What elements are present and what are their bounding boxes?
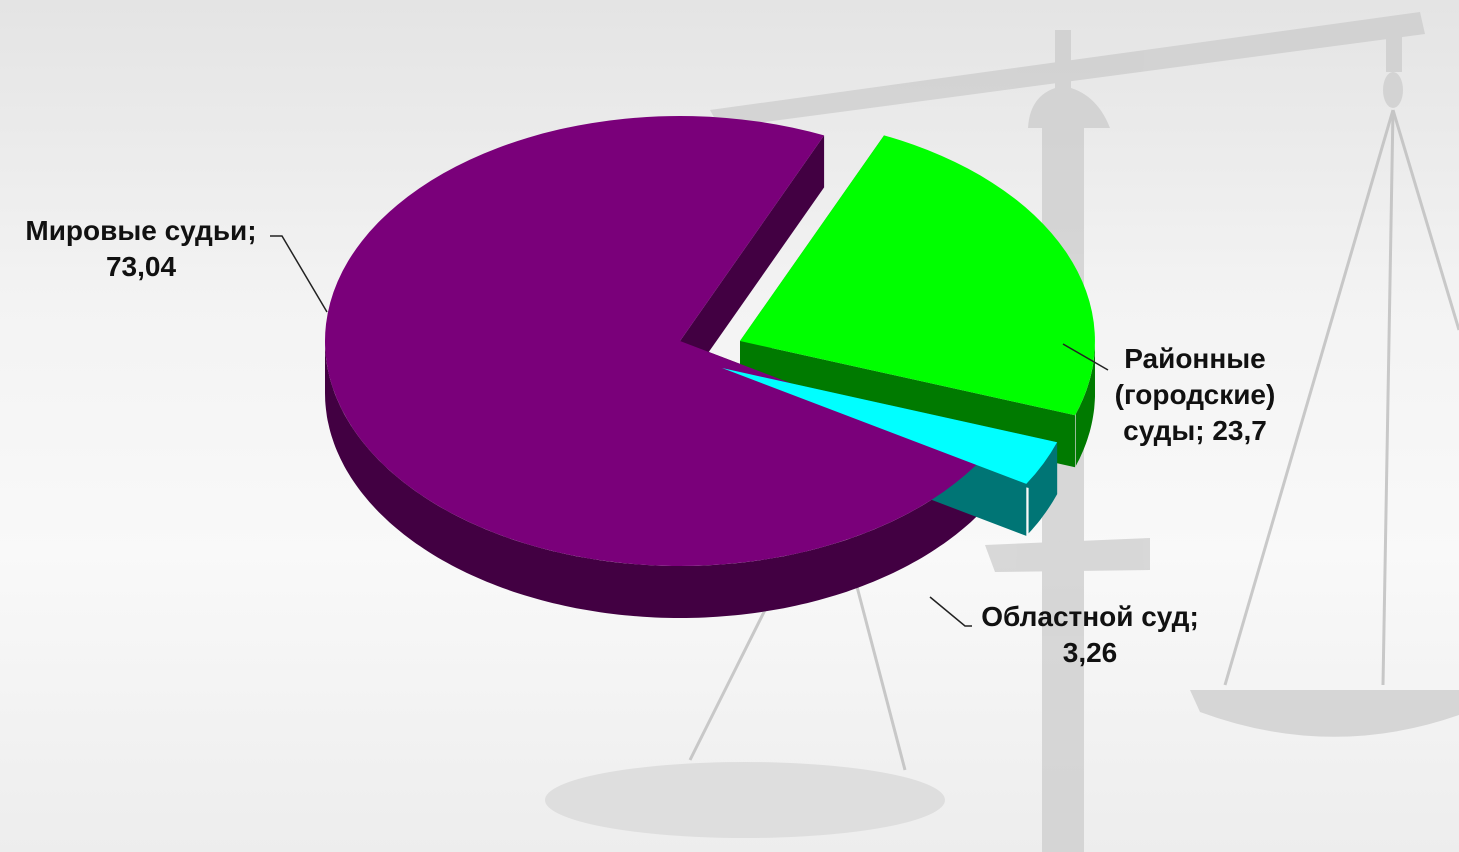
slice-1-outer-wall: [1075, 344, 1095, 466]
data-label-0-line-1: 73,04: [106, 251, 176, 282]
data-label-0-line-0: Мировые судьи;: [25, 215, 256, 246]
data-label-1-line-0: Районные: [1124, 343, 1266, 374]
slice-0-wall-end: [680, 135, 825, 393]
pie-3d: [324, 116, 1095, 618]
data-label-2-line-0: Областной суд;: [981, 601, 1199, 632]
leader-lines: [270, 235, 1109, 627]
leader-line-2: [929, 596, 972, 627]
slice-1-top: [740, 135, 1095, 416]
slice-2-outer-wall: [1028, 442, 1058, 534]
leader-line-0: [270, 235, 328, 313]
slice-0-outer-wall: [325, 341, 985, 618]
data-label-1-line-2: суды; 23,7: [1123, 415, 1267, 446]
slice-2-top: [722, 368, 1058, 484]
data-label-2-line-1: 3,26: [1063, 637, 1118, 668]
data-label-1-line-1: (городские): [1115, 379, 1276, 410]
data-labels: Мировые судьи; 73,04 Районные (городские) су…: [25, 215, 1275, 668]
leader-line-1: [1062, 343, 1109, 371]
slice-0-top: [324, 116, 985, 567]
